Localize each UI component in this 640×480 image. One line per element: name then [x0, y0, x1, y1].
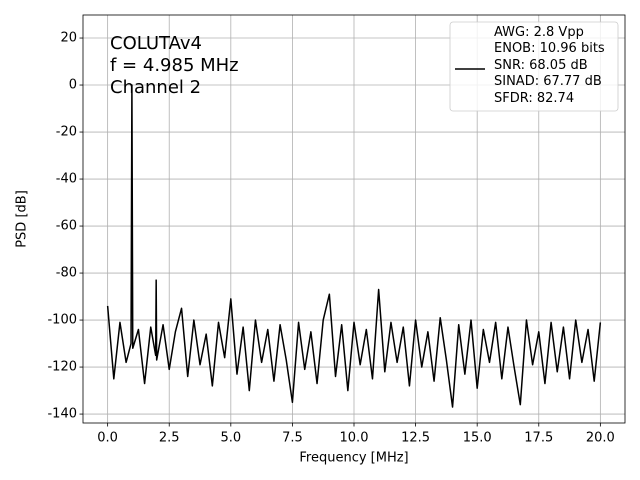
- y-tick-label: -20: [56, 125, 77, 140]
- annotation: Channel 2: [110, 77, 201, 98]
- y-tick-label: -140: [47, 407, 77, 422]
- y-tick-label: -60: [56, 219, 77, 234]
- x-tick-label: 12.5: [401, 431, 430, 446]
- legend-box: [449, 21, 619, 112]
- x-tick-label: 20.0: [586, 431, 615, 446]
- x-tick-label: 17.5: [524, 431, 553, 446]
- y-tick-label: -120: [47, 360, 77, 375]
- x-tick-label: 5.0: [220, 431, 241, 446]
- annotation: f = 4.985 MHz: [110, 55, 239, 76]
- y-tick-label: -100: [47, 313, 77, 328]
- y-tick-label: -40: [56, 172, 77, 187]
- y-tick-label: -80: [56, 266, 77, 281]
- x-axis-label: Frequency [MHz]: [299, 451, 408, 466]
- y-axis-label: PSD [dB]: [15, 190, 30, 248]
- annotation: COLUTAv4: [110, 33, 202, 54]
- y-tick-label: 20: [60, 31, 77, 46]
- x-tick-label: 7.5: [282, 431, 303, 446]
- x-tick-label: 10.0: [340, 431, 369, 446]
- legend-label: AWG: 2.8 Vpp ENOB: 10.96 bits SNR: 68.05…: [494, 25, 605, 106]
- x-tick-label: 2.5: [159, 431, 180, 446]
- y-tick-label: 0: [69, 78, 77, 93]
- psd-line: [106, 84, 602, 408]
- x-tick-label: 0.0: [97, 431, 118, 446]
- x-tick-label: 15.0: [463, 431, 492, 446]
